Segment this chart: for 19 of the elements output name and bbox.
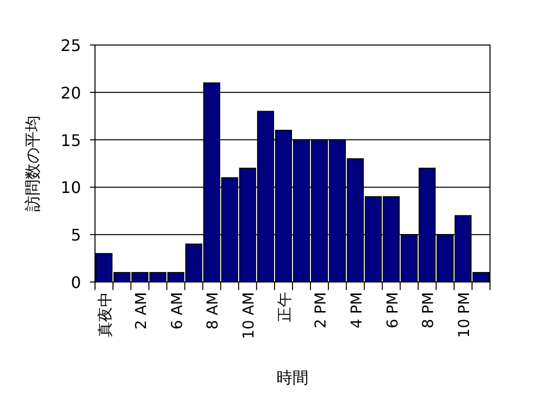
x-tick-label: 正午: [276, 292, 294, 322]
y-tick-label: 15: [60, 130, 81, 150]
x-tick-label: 真夜中: [96, 292, 114, 337]
y-tick-label: 20: [60, 83, 81, 102]
x-tick-label: 8 PM: [419, 292, 438, 328]
x-tick-label: 6 AM: [168, 292, 186, 330]
x-tick-label: 10 AM: [240, 292, 258, 340]
y-tick-label: 10: [60, 178, 81, 198]
x-tick-label: 6 PM: [383, 292, 402, 328]
x-tick-label: 2 AM: [132, 292, 150, 330]
x-tick-label: 10 PM: [455, 292, 474, 338]
y-tick-label: 25: [60, 36, 81, 55]
y-tick-label: 0: [70, 273, 81, 292]
y-tick-label: 5: [70, 226, 81, 245]
x-tick-label: 4 PM: [347, 292, 366, 328]
x-axis-title: 時間: [276, 368, 308, 387]
x-tick-label: 8 AM: [204, 292, 222, 330]
x-tick-label: 2 PM: [311, 292, 330, 328]
y-axis-title: 訪問数の平均: [23, 116, 42, 212]
